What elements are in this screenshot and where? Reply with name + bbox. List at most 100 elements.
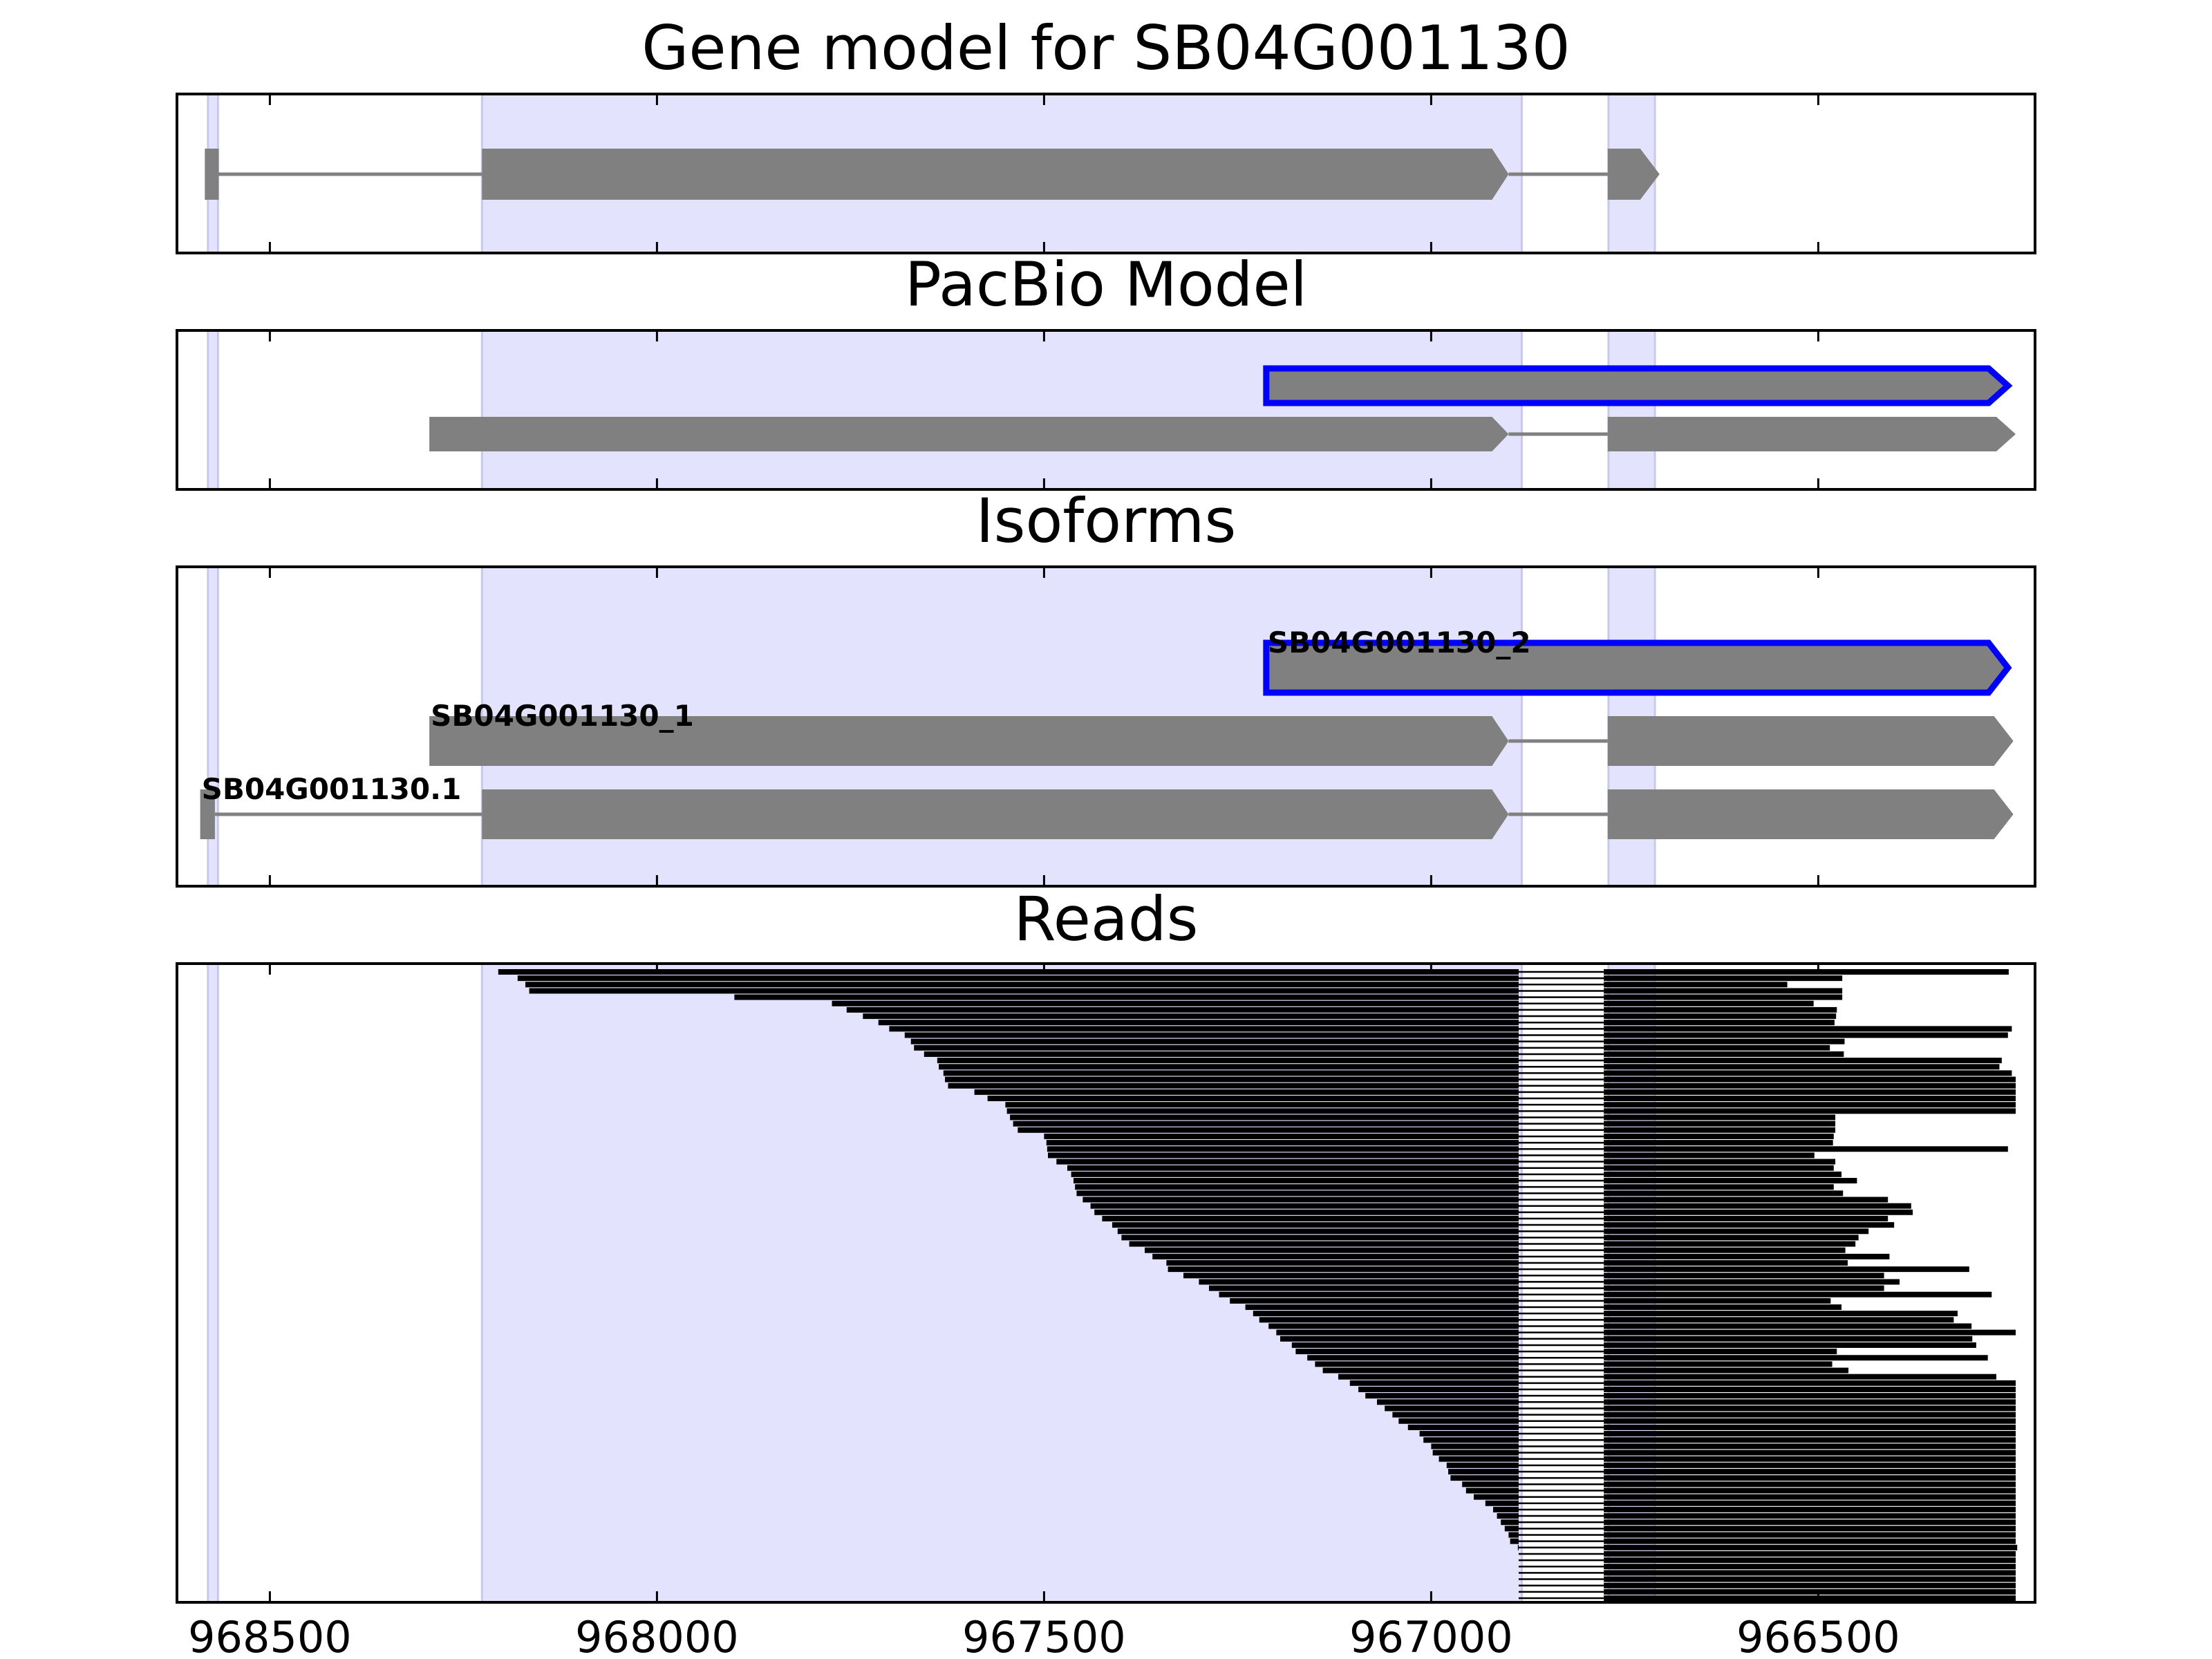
- read-segment: [987, 1096, 1519, 1102]
- read-segment: [1604, 1387, 2016, 1392]
- reads-title: Reads: [1013, 883, 1199, 955]
- exon: [429, 716, 1509, 766]
- read-segment: [1604, 1538, 2016, 1544]
- read-segment: [1604, 1076, 2016, 1082]
- read-segment: [1604, 1215, 1888, 1221]
- read-segment: [1604, 1140, 1833, 1146]
- read-segment: [1604, 1152, 1815, 1159]
- read-segment: [1071, 1171, 1519, 1177]
- read-segment: [1604, 988, 1843, 994]
- read-segment: [1604, 1044, 1830, 1051]
- read-segment: [1604, 1393, 2016, 1399]
- read-segment: [1604, 1532, 2016, 1538]
- read-segment: [1604, 1273, 1884, 1279]
- read-segment: [1385, 1405, 1519, 1412]
- read-segment: [1604, 1089, 2016, 1095]
- axes-frame: [176, 329, 2036, 491]
- read-segment: [1245, 1304, 1519, 1311]
- read-segment: [1604, 1443, 2016, 1450]
- read-segment: [1604, 1058, 2002, 1064]
- x-tick-label: 968000: [575, 1612, 739, 1659]
- read-segment: [1604, 1405, 2016, 1412]
- read-segment: [1604, 1285, 1884, 1291]
- axes-frame: [176, 565, 2036, 888]
- read-segment: [1604, 1114, 1836, 1121]
- read-segment: [1448, 1468, 1519, 1474]
- read-segment: [498, 969, 1519, 975]
- read-segment: [1046, 1140, 1519, 1146]
- read-segment: [1604, 1190, 1844, 1197]
- read-segment: [1129, 1241, 1519, 1247]
- read-segment: [1199, 1279, 1519, 1285]
- isoforms-panel: SB04G001130_2 SB04G001130_1 SB04G001130.1: [176, 565, 2036, 888]
- read-segment: [1501, 1519, 1519, 1526]
- read-segment: [1604, 1165, 1834, 1171]
- axes-frame: [176, 962, 2036, 1604]
- highlighted-exon: [1263, 365, 2013, 406]
- read-segment: [1604, 1456, 2016, 1462]
- read-segment: [943, 1070, 1519, 1076]
- read-segment: [1604, 1241, 1856, 1247]
- read-segment: [1145, 1247, 1519, 1253]
- read-segment: [1010, 1114, 1519, 1121]
- read-segment: [1056, 1159, 1519, 1165]
- read-segment: [1604, 1374, 1996, 1380]
- read-segment: [1604, 1222, 1895, 1228]
- read-segment: [974, 1089, 1519, 1095]
- exon: [429, 417, 1509, 451]
- read-segment: [1604, 1595, 2016, 1601]
- read-segment: [1047, 1146, 1519, 1152]
- read-segment: [1431, 1443, 1519, 1450]
- read-segment: [1604, 1588, 2016, 1595]
- read-segment: [1604, 1526, 2016, 1532]
- read-segment: [1604, 1209, 1913, 1215]
- read-segment: [1508, 1532, 1519, 1538]
- read-segment: [1117, 1228, 1519, 1235]
- read-segment: [1604, 1082, 2016, 1089]
- read-segment: [945, 1076, 1519, 1082]
- read-segment: [948, 1082, 1519, 1089]
- read-segment: [1604, 1291, 1992, 1297]
- read-segment: [1604, 1317, 1954, 1323]
- highlight-region: [1607, 329, 1656, 491]
- read-segment: [1604, 1361, 1833, 1367]
- read-segment: [1259, 1317, 1519, 1323]
- read-segment: [1604, 1557, 2016, 1564]
- read-segment: [904, 1032, 1519, 1038]
- read-segment: [1604, 1462, 2016, 1468]
- read-segment: [1048, 1152, 1519, 1159]
- read-segment: [1067, 1165, 1519, 1171]
- read-segment: [1604, 1038, 1845, 1044]
- read-segment: [1291, 1342, 1519, 1348]
- read-segment: [1604, 1070, 2012, 1076]
- read-segment: [1094, 1209, 1519, 1215]
- read-segment: [1450, 1475, 1519, 1481]
- exon: [482, 789, 1509, 839]
- read-segment: [1604, 1342, 1976, 1348]
- read-segment: [1604, 1197, 1888, 1203]
- read-segment: [1497, 1513, 1519, 1519]
- read-segment: [1604, 1576, 2016, 1582]
- read-segment: [1604, 1329, 2016, 1335]
- read-segment: [1604, 1355, 1988, 1361]
- read-segment: [1604, 1178, 1857, 1183]
- read-segment: [1005, 1102, 1519, 1108]
- read-segment: [1604, 1418, 2016, 1424]
- read-segment: [1604, 1494, 2016, 1500]
- read-segment: [878, 1020, 1519, 1026]
- x-axis-tick-labels: 968500 968000 967500 967000 966500: [188, 1612, 1900, 1659]
- read-segment: [1168, 1266, 1519, 1273]
- read-segment: [525, 982, 1519, 988]
- read-segment: [734, 994, 1519, 1000]
- read-segment: [1604, 1279, 1900, 1285]
- read-segment: [1423, 1437, 1519, 1443]
- read-segment: [1462, 1481, 1519, 1488]
- isoform-label: SB04G001130_1: [431, 699, 694, 733]
- read-segment: [1604, 1146, 2008, 1152]
- read-segment: [1604, 969, 2009, 975]
- read-segment: [1604, 1450, 2016, 1456]
- read-segment: [1432, 1450, 1519, 1456]
- read-segment: [1604, 1171, 1841, 1177]
- exon: [1607, 789, 2014, 839]
- read-segment: [910, 1038, 1519, 1044]
